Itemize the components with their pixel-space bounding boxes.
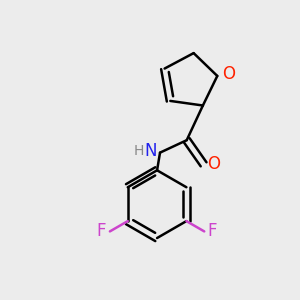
Text: O: O: [207, 155, 220, 173]
Text: F: F: [97, 222, 106, 240]
Text: N: N: [145, 142, 157, 160]
Text: F: F: [208, 222, 217, 240]
Text: H: H: [134, 144, 144, 158]
Text: O: O: [222, 65, 235, 83]
